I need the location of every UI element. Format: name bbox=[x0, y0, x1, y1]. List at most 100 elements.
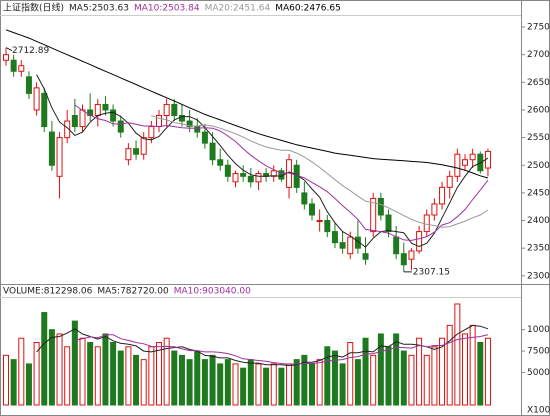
volume-bar bbox=[431, 346, 438, 406]
volume-bar bbox=[347, 342, 354, 406]
volume-bar bbox=[79, 337, 86, 406]
volume-bar bbox=[110, 342, 117, 406]
candle-body bbox=[339, 242, 346, 249]
volume-bar bbox=[316, 359, 323, 406]
candle-body bbox=[10, 59, 17, 72]
volume-bar bbox=[370, 354, 377, 406]
candle-body bbox=[140, 137, 147, 155]
annotation: 2712.89 bbox=[12, 46, 49, 56]
volume-bar bbox=[18, 337, 25, 406]
candle-body bbox=[255, 173, 262, 183]
panel-title: VOLUME:812298.06 bbox=[3, 287, 93, 297]
y-tick-label: 2350 bbox=[527, 244, 550, 254]
candle-body bbox=[247, 175, 254, 183]
volume-bar bbox=[324, 346, 331, 406]
y-tick-label: 2550 bbox=[527, 133, 550, 143]
candle-body bbox=[178, 115, 185, 122]
volume-bar bbox=[263, 367, 270, 406]
candle-body bbox=[439, 186, 446, 205]
y-tick-label: 2700 bbox=[527, 50, 550, 60]
candle-body bbox=[71, 115, 78, 128]
candle-body bbox=[377, 197, 384, 216]
candle-body bbox=[3, 54, 9, 61]
volume-bar bbox=[125, 346, 132, 406]
unit-label: X100 bbox=[527, 406, 550, 416]
volume-bar bbox=[477, 342, 484, 406]
ma-line bbox=[5, 29, 489, 179]
volume-bar bbox=[56, 333, 63, 406]
candle-body bbox=[224, 164, 231, 177]
volume-bar bbox=[201, 359, 208, 406]
candle-body bbox=[133, 148, 140, 155]
candle-body bbox=[370, 197, 377, 233]
legend-entry: MA5:2503.63 bbox=[69, 4, 129, 14]
volume-bar bbox=[255, 363, 262, 406]
candle-body bbox=[209, 142, 216, 161]
ma-line bbox=[74, 334, 489, 365]
candle-body bbox=[408, 250, 415, 260]
candle-body bbox=[33, 87, 40, 111]
ma-line bbox=[36, 74, 489, 248]
candle-body bbox=[270, 170, 277, 177]
volume-bar bbox=[71, 320, 78, 406]
y-tick-label: 2450 bbox=[527, 188, 550, 198]
candle-body bbox=[94, 103, 101, 117]
volume-bar bbox=[385, 346, 392, 406]
y-tick-label: 2300 bbox=[527, 271, 550, 281]
candle-body bbox=[56, 137, 63, 177]
volume-bar bbox=[339, 363, 346, 406]
candle-body bbox=[110, 109, 117, 122]
volume-bar bbox=[163, 337, 170, 406]
candle-body bbox=[64, 120, 71, 139]
volume-bar bbox=[484, 337, 491, 406]
ma-line bbox=[151, 115, 489, 228]
candle-body bbox=[171, 103, 178, 117]
panel-title: 上证指数(日线) bbox=[3, 2, 64, 14]
candle-body bbox=[240, 173, 247, 177]
candle-body bbox=[423, 214, 430, 233]
volume-bar bbox=[331, 350, 338, 406]
y-tick-label: 5000 bbox=[527, 368, 550, 378]
candle-body bbox=[309, 203, 315, 216]
y-tick-label: 2600 bbox=[527, 105, 550, 115]
volume-bar bbox=[3, 354, 9, 406]
candle-body bbox=[362, 253, 369, 260]
volume-bar bbox=[133, 354, 140, 406]
legend-entry: MA10:2503.84 bbox=[134, 4, 200, 14]
legend-entry: MA5:782720.00 bbox=[97, 287, 169, 297]
volume-bar bbox=[240, 367, 247, 406]
volume-bar bbox=[224, 359, 231, 406]
volume-bar bbox=[309, 363, 315, 406]
volume-bar bbox=[232, 363, 239, 406]
volume-bar bbox=[87, 342, 94, 406]
legend-entry: MA60:2476.65 bbox=[275, 4, 341, 14]
volume-bar bbox=[301, 354, 308, 406]
volume-bar bbox=[41, 312, 48, 406]
volume-bar bbox=[416, 337, 423, 406]
volume-bar bbox=[178, 354, 185, 406]
volume-bar bbox=[140, 359, 147, 406]
annotation: 2307.15 bbox=[413, 267, 450, 277]
volume-bar bbox=[278, 367, 285, 406]
candle-body bbox=[125, 148, 132, 161]
volume-bar bbox=[10, 359, 17, 406]
volume-bar bbox=[94, 346, 101, 406]
candle-body bbox=[48, 131, 55, 166]
candle-body bbox=[446, 175, 453, 188]
candle-body bbox=[316, 220, 323, 223]
candle-body bbox=[301, 192, 308, 205]
volume-bar bbox=[293, 359, 300, 406]
volume-bar bbox=[117, 350, 124, 406]
volume-bar bbox=[48, 329, 55, 406]
volume-bar bbox=[462, 333, 468, 406]
candle-body bbox=[393, 236, 400, 255]
volume-bar bbox=[171, 350, 178, 406]
volume-bar bbox=[439, 337, 446, 406]
candle-body bbox=[431, 203, 438, 216]
candle-body bbox=[194, 126, 201, 133]
candle-body bbox=[163, 103, 170, 117]
candle-body bbox=[324, 220, 331, 233]
legend-entry: MA20:2451.64 bbox=[205, 4, 271, 14]
candle-body bbox=[416, 231, 423, 252]
volume-bar bbox=[400, 350, 407, 406]
